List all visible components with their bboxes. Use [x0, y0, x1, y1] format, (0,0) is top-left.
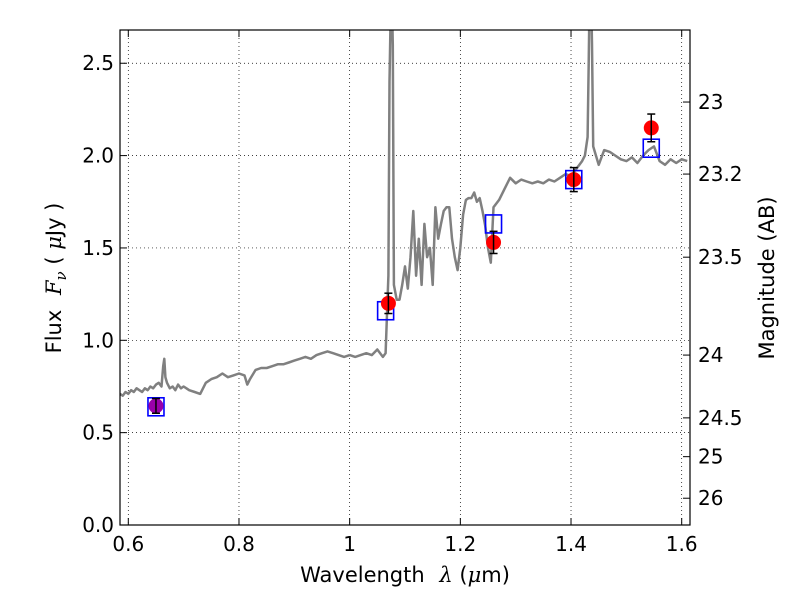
observed-photometry-layer	[148, 113, 659, 415]
y2-tick-label: 25	[698, 445, 723, 469]
x-axis-ticks: 0.6 0.8 1 1.2 1.4 1.6	[112, 30, 698, 556]
y2-tick-label: 23.5	[698, 245, 743, 269]
plot-frame	[119, 29, 691, 526]
y-axis-unit-open: (	[42, 250, 66, 272]
y-tick-label: 0.0	[82, 513, 114, 537]
y2-tick-label: 24.5	[698, 406, 743, 430]
x-tick-label: 0.8	[223, 532, 255, 556]
secondary-y-axis-ticks: 23 23.2 23.5 24 24.5 25 26	[683, 90, 743, 510]
spectrum-line	[120, 30, 688, 397]
x-axis-title: Wavelength λ (μm)	[300, 563, 510, 587]
x-axis-unit-mu: μ	[468, 563, 482, 587]
plot-area	[120, 30, 690, 525]
y2-tick-label: 23	[698, 90, 723, 114]
x-tick-label: 0.6	[112, 532, 144, 556]
x-axis-symbol: λ	[438, 563, 452, 587]
y2-tick-label: 24	[698, 343, 723, 367]
y-axis-label: Flux	[42, 310, 66, 354]
x-tick-label: 1.2	[444, 532, 476, 556]
y-axis-unit-close: Jy )	[42, 203, 66, 239]
y-tick-label: 0.5	[82, 421, 114, 445]
spectrum-layer	[120, 30, 688, 397]
y2-tick-label: 26	[698, 486, 723, 510]
secondary-y-axis-title: Magnitude (AB)	[755, 196, 779, 359]
y-axis-symbol: F	[42, 279, 66, 296]
x-axis-label: Wavelength	[300, 563, 425, 587]
y-axis-subscript: ν	[52, 271, 70, 280]
y-axis-ticks: 0.0 0.5 1.0 1.5 2.0 2.5	[82, 51, 127, 537]
y-tick-label: 1.5	[82, 236, 114, 260]
x-axis-unit-close: m)	[481, 563, 510, 587]
y-tick-label: 2.0	[82, 144, 114, 168]
y-tick-label: 2.5	[82, 51, 114, 75]
x-tick-label: 1.4	[555, 532, 587, 556]
y-axis-unit-mu: μ	[42, 236, 66, 250]
x-tick-label: 1	[343, 532, 356, 556]
y-tick-label: 1.0	[82, 328, 114, 352]
x-tick-label: 1.6	[666, 532, 698, 556]
y-axis-title: Flux Fν ( μJy )	[42, 203, 70, 354]
y2-tick-label: 23.2	[698, 162, 743, 186]
x-axis-unit-open: (	[459, 563, 467, 587]
